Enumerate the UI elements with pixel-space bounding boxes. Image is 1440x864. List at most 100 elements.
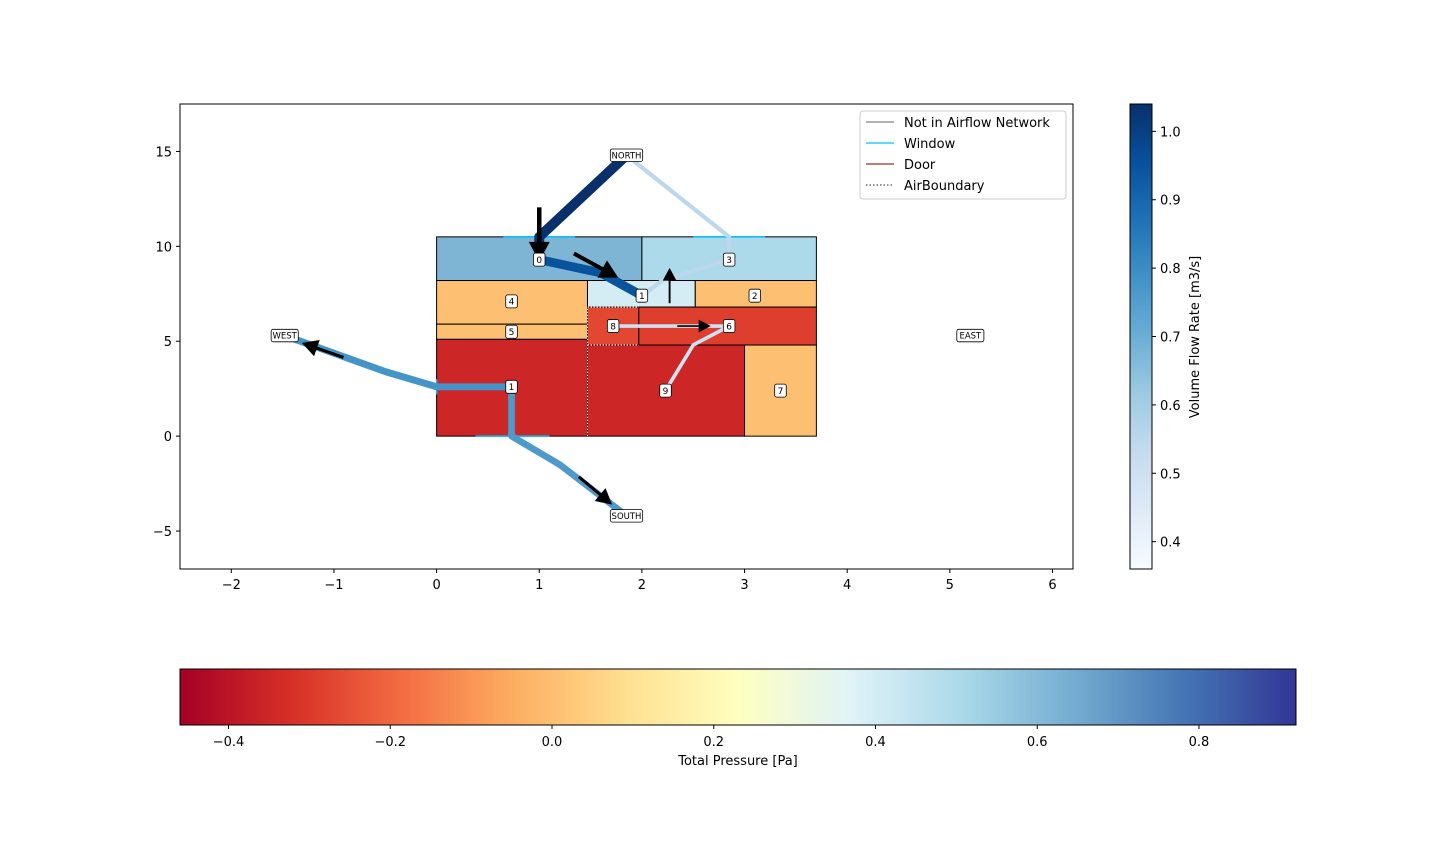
- zone-label-zone-8: 8: [606, 319, 620, 333]
- node-label-south-box: [609, 509, 644, 523]
- arrow-north-to-0: [528, 241, 550, 262]
- pressure-colorbar-gradient: [179, 668, 1297, 726]
- node-label-west: WEST: [270, 328, 299, 343]
- flow-cb-tick-label-2: 0.6: [1160, 399, 1181, 414]
- zone-label-zone-1-upper-text: 1: [639, 292, 645, 302]
- zone-label-zone-0-text: 0: [536, 256, 542, 266]
- zone-label-zone-9-box: [659, 383, 672, 398]
- pressure-colorbar-ticks: −0.4 −0.2 0.0 0.2 0.4 0.6 0.8: [213, 725, 1210, 750]
- y-tick-label-3: 10: [155, 240, 172, 255]
- flow-colorbar: 0.4 0.5 0.6 0.7 0.8 0.9 1.0 Volume Flow Rate […: [1129, 103, 1203, 570]
- zone-label-zone-3-box: [722, 252, 736, 267]
- zone-label-zone-1-lower-text: 1: [509, 383, 515, 393]
- x-tick-label-8: 6: [1048, 578, 1056, 593]
- zone-label-zone-4: 4: [505, 294, 518, 309]
- zone-label-zone-9-text: 9: [663, 387, 669, 397]
- zone-label-zone-0: 0: [533, 252, 546, 267]
- zone-label-zone-3-text: 3: [726, 256, 732, 266]
- pressure-cb-tick-label-0: −0.4: [213, 735, 245, 750]
- zone-label-zone-9: 9: [659, 383, 672, 398]
- zone-label-zone-7-box: [774, 383, 787, 398]
- x-tick-label-6: 4: [843, 578, 851, 593]
- flow-colorbar-gradient: [1129, 103, 1153, 570]
- node-label-north-text: NORTH: [612, 151, 642, 161]
- legend-label-2: Door: [904, 158, 936, 173]
- x-tick-label-2: 0: [432, 578, 440, 593]
- legend-box: [859, 110, 1067, 200]
- node-label-north-box: [609, 148, 644, 162]
- y-tick-label-2: 5: [164, 335, 172, 350]
- zone-label-zone-2-box: [748, 288, 761, 303]
- zone-label-zone-5: 5: [505, 324, 518, 339]
- x-axis-ticks: −2 −1 0 1 2 3 4 5 6: [222, 569, 1057, 593]
- node-label-west-text: WEST: [273, 332, 298, 342]
- zone-label-zone-2: 2: [748, 288, 761, 303]
- flow-cb-tick-label-4: 0.8: [1160, 262, 1181, 277]
- zone-label-zone-6-box: [722, 319, 736, 333]
- zone-label-zone-5-text: 5: [509, 328, 515, 338]
- pressure-colorbar: −0.4 −0.2 0.0 0.2 0.4 0.6 0.8 Total Pressure […: [179, 668, 1297, 769]
- arrow-shaft-1-to-west: [312, 345, 345, 359]
- flow-3-to-1: [640, 257, 730, 298]
- arrow-3-to-1: [662, 267, 677, 281]
- zones-layer: [436, 236, 817, 437]
- flow-colorbar-ticks: 0.4 0.5 0.6 0.7 0.8 0.9 1.0: [1152, 125, 1181, 551]
- zone-label-zone-4-text: 4: [509, 298, 515, 308]
- pressure-cb-tick-label-2: 0.0: [542, 735, 563, 750]
- zone-label-zone-4-box: [505, 294, 518, 309]
- zone-label-zone-1-upper: 1: [635, 288, 649, 303]
- legend-label-1: Window: [904, 137, 956, 152]
- node-label-east-box: [956, 328, 985, 343]
- plot-frame: [179, 103, 1074, 570]
- arrow-1-to-south: [594, 488, 613, 505]
- x-tick-label-0: −2: [222, 578, 241, 593]
- y-axis-ticks: −5 0 5 10 15: [153, 145, 180, 540]
- legend: Not in Airflow Network Window Door AirBound…: [859, 110, 1067, 200]
- flow-cb-tick-label-6: 1.0: [1160, 125, 1181, 140]
- y-tick-label-0: −5: [153, 525, 172, 540]
- x-tick-label-1: −1: [324, 578, 343, 593]
- x-tick-label-4: 2: [638, 578, 646, 593]
- x-tick-label-7: 5: [946, 578, 954, 593]
- zone-label-zone-7: 7: [774, 383, 787, 398]
- flow-colorbar-label: Volume Flow Rate [m3/s]: [1188, 256, 1203, 418]
- node-label-south: SOUTH: [609, 509, 644, 523]
- main-plot-axes: 0 3 4 1 2 5 8 6 1 9 7 NORTH WEST EAST SOUTH −2 −1 0 1 2 3 4 5…: [153, 103, 1074, 593]
- zone-label-zone-6: 6: [722, 319, 736, 333]
- node-label-west-box: [270, 328, 299, 343]
- node-label-north: NORTH: [609, 148, 644, 162]
- pressure-cb-tick-label-5: 0.6: [1027, 735, 1048, 750]
- zone-label-zone-2-text: 2: [752, 292, 758, 302]
- flow-cb-tick-label-1: 0.5: [1160, 467, 1181, 482]
- node-label-south-text: SOUTH: [612, 512, 642, 522]
- arrow-1-to-west: [301, 340, 320, 357]
- zone-label-zone-5-box: [505, 324, 518, 339]
- flow-9-to-6: [663, 324, 730, 392]
- arrow-shaft-1-to-south: [577, 475, 604, 499]
- zone-label-zone-7-text: 7: [778, 387, 784, 397]
- pressure-cb-tick-label-4: 0.4: [865, 735, 886, 750]
- zone-label-zone-1-lower-box: [505, 379, 518, 394]
- pressure-cb-tick-label-3: 0.2: [703, 735, 724, 750]
- arrows-layer: [301, 207, 711, 505]
- node-label-east: EAST: [956, 328, 985, 343]
- labels-layer: 0 3 4 1 2 5 8 6 1 9 7 NORTH WEST EAST SOUTH: [270, 148, 985, 523]
- flow-cb-tick-label-5: 0.9: [1160, 194, 1181, 209]
- zone-label-zone-6-text: 6: [726, 322, 732, 332]
- flow-cb-tick-label-3: 0.7: [1160, 331, 1181, 346]
- zone-label-zone-8-text: 8: [610, 322, 616, 332]
- zone-label-zone-1-lower: 1: [505, 379, 518, 394]
- flow-cb-tick-label-0: 0.4: [1160, 536, 1181, 551]
- x-tick-label-3: 1: [535, 578, 543, 593]
- legend-entries: Not in Airflow Network Window Door AirBound…: [866, 116, 1050, 194]
- arrow-shaft-0-to-1: [572, 251, 607, 273]
- pressure-cb-tick-label-1: −0.2: [374, 735, 406, 750]
- arrow-8-to-6: [698, 319, 711, 333]
- node-label-east-text: EAST: [959, 332, 982, 342]
- pressure-colorbar-label: Total Pressure [Pa]: [677, 754, 798, 769]
- y-tick-label-4: 15: [155, 145, 172, 160]
- zone-label-zone-0-box: [533, 252, 546, 267]
- pressure-cb-tick-label-6: 0.8: [1189, 735, 1210, 750]
- zone-label-zone-3: 3: [722, 252, 736, 267]
